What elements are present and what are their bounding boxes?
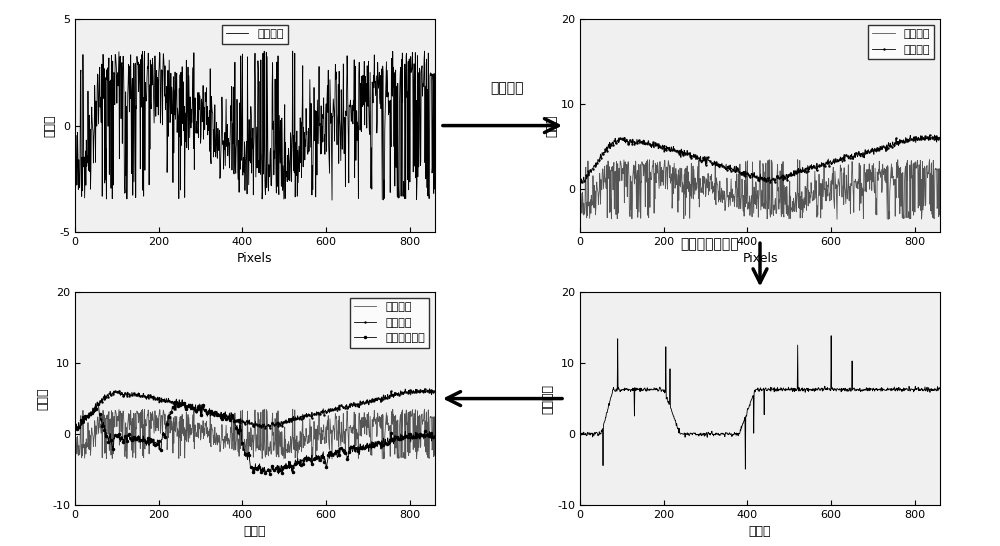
解缠曲线 — [610, 139, 622, 145]
解缠曲线 — [300, 410, 312, 417]
缠绕曲线 — [126, 415, 138, 422]
X-axis label: Pixels: Pixels — [742, 252, 778, 265]
缠绕曲线 — [633, 182, 645, 189]
Legend: 缠绕曲线, 解缠曲线: 缠绕曲线, 解缠曲线 — [868, 25, 934, 59]
缠绕曲线 — [631, 167, 643, 174]
缠绕曲线 — [300, 434, 312, 440]
解缠曲线 — [574, 179, 586, 185]
Legend: 缠绕曲线, 解缠曲线, 纠正后的曲线: 缠绕曲线, 解缠曲线, 纠正后的曲线 — [350, 298, 429, 348]
解缠曲线 — [613, 137, 625, 144]
缠绕曲线 — [610, 211, 622, 218]
Line: 缠绕曲线: 缠绕曲线 — [75, 410, 435, 459]
解缠曲线 — [69, 427, 81, 434]
解缠曲线 — [429, 389, 441, 395]
Y-axis label: 相位値: 相位値 — [545, 114, 558, 137]
缠绕曲线 — [934, 211, 946, 218]
X-axis label: Pixels: Pixels — [237, 252, 273, 265]
缠绕曲线 — [831, 216, 843, 223]
解缠曲线 — [69, 424, 81, 431]
纠正后的曲线 — [69, 424, 81, 431]
解缠曲线 — [108, 390, 120, 396]
纠正后的曲线 — [105, 439, 117, 446]
缠绕曲线 — [108, 413, 120, 420]
缠绕曲线 — [105, 452, 117, 458]
Line: 解缠曲线: 解缠曲线 — [74, 388, 436, 431]
Legend: 缠绕曲线: 缠绕曲线 — [222, 25, 288, 44]
X-axis label: 像素点: 像素点 — [244, 525, 266, 538]
缠绕曲线 — [287, 406, 299, 413]
缠绕曲线 — [356, 423, 368, 430]
纠正后的曲线 — [126, 435, 138, 442]
缠绕曲线 — [574, 202, 586, 209]
Line: 缠绕曲线: 缠绕曲线 — [580, 159, 940, 219]
纠正后的曲线 — [429, 435, 441, 442]
解缠曲线 — [574, 181, 586, 188]
缠绕曲线 — [613, 165, 625, 171]
解缠曲线 — [861, 148, 873, 155]
缠绕曲线 — [805, 189, 817, 196]
X-axis label: 像素点: 像素点 — [749, 525, 771, 538]
缠绕曲线 — [792, 156, 804, 163]
纠正后的曲线 — [108, 435, 120, 441]
Text: 解缠过程: 解缠过程 — [491, 81, 524, 96]
解缠曲线 — [127, 393, 139, 399]
解缠曲线 — [934, 136, 946, 143]
缠绕曲线 — [326, 455, 338, 462]
解缠曲线 — [805, 162, 817, 168]
解缠曲线 — [105, 391, 117, 398]
缠绕曲线 — [429, 452, 441, 459]
解缠曲线 — [634, 141, 646, 147]
Y-axis label: 相位値: 相位値 — [43, 114, 56, 137]
纠正后的曲线 — [128, 436, 140, 443]
解缠曲线 — [419, 385, 431, 392]
Y-axis label: 相位値: 相位値 — [36, 387, 49, 410]
缠绕曲线 — [128, 428, 140, 434]
Line: 解缠曲线: 解缠曲线 — [579, 134, 941, 186]
解缠曲线 — [129, 393, 141, 400]
缠绕曲线 — [861, 177, 873, 183]
解缠曲线 — [632, 140, 644, 147]
纠正后的曲线 — [264, 471, 276, 477]
纠正后的曲线 — [170, 396, 182, 402]
解缠曲线 — [356, 399, 368, 406]
Y-axis label: 相位値差: 相位値差 — [541, 384, 554, 413]
Line: 纠正后的曲线: 纠正后的曲线 — [74, 398, 436, 475]
解缠曲线 — [924, 132, 936, 138]
纠正后的曲线 — [356, 447, 368, 454]
缠绕曲线 — [69, 444, 81, 450]
纠正后的曲线 — [301, 459, 313, 465]
Text: 两条曲线的差値: 两条曲线的差値 — [681, 237, 739, 251]
